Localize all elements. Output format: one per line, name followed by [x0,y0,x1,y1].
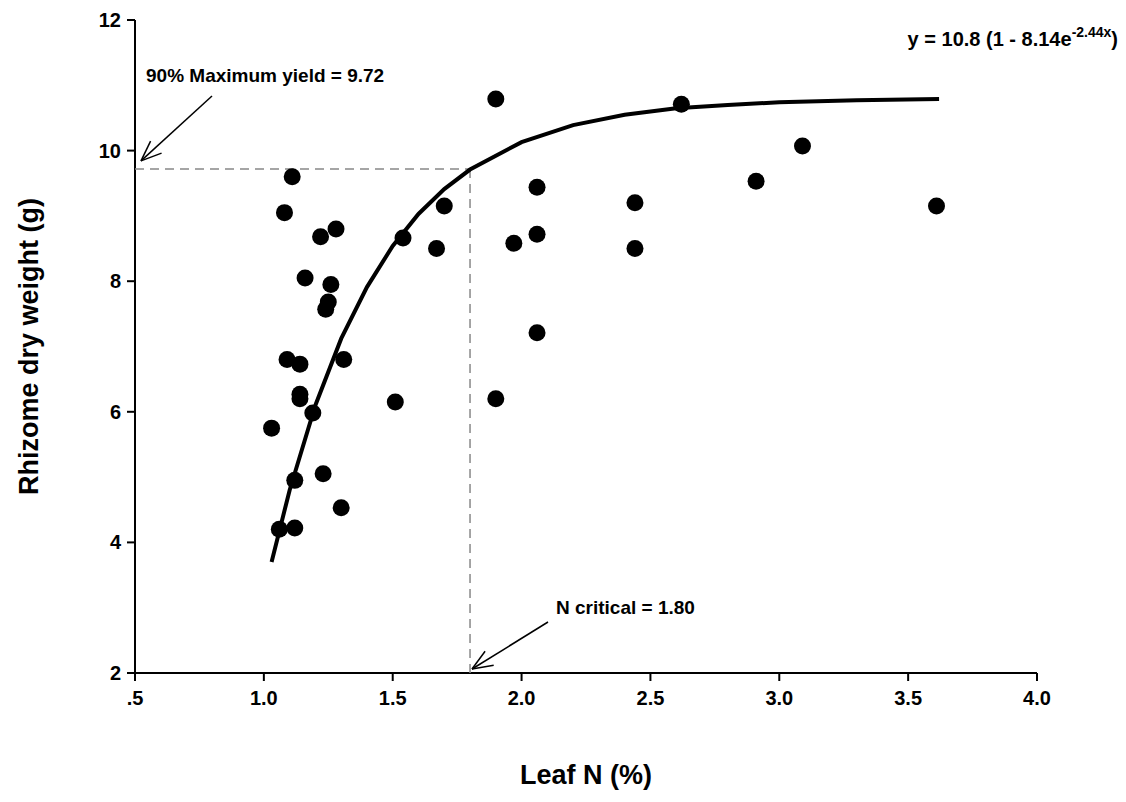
x-tick [778,673,780,681]
y-tick [127,150,135,152]
annotation-arrow [141,96,212,161]
y-axis [134,20,136,673]
point [286,520,303,537]
point [315,465,332,482]
annotation: N critical = 1.80 [556,597,695,618]
annotation-arrowhead [472,651,485,669]
point [276,204,293,221]
x-tick [134,673,136,681]
y-tick-label: 4 [110,531,122,553]
point [297,269,314,286]
ref-line-h [135,168,470,170]
point [291,386,308,403]
point [529,179,546,196]
y-tick [127,411,135,413]
point [436,198,453,215]
x-tick [263,673,265,681]
y-tick-label: 8 [110,270,121,292]
point [529,324,546,341]
marks [263,91,945,562]
y-tick-label: 6 [110,401,121,423]
x-tick [907,673,909,681]
y-tick-label: 2 [110,662,121,684]
point [626,194,643,211]
point [328,220,345,237]
point [333,499,350,516]
x-tick-label: 3.0 [765,687,793,709]
point [335,351,352,368]
y-tick [127,19,135,21]
point [529,226,546,243]
x-tick-label: 2.0 [508,687,536,709]
annotation: 90% Maximum yield = 9.72 [146,65,384,86]
x-tick-label: 1.5 [379,687,407,709]
y-axis-title: Rhizome dry weight (g) [14,198,44,495]
fit-curve [272,99,939,562]
point [312,228,329,245]
annotation-arrowhead [141,141,151,161]
equation-text: y = 10.8 (1 - 8.14e [908,28,1072,50]
x-tick-label: 3.5 [894,687,922,709]
x-tick [392,673,394,681]
x-tick-label: .5 [127,687,144,709]
point [928,198,945,215]
point [748,173,765,190]
point [794,138,811,155]
y-tick [127,280,135,282]
x-axis-title: Leaf N (%) [520,760,652,790]
point [428,240,445,257]
point [487,91,504,108]
y-tick-label: 12 [99,9,121,31]
annotation-arrow [472,622,548,669]
point [505,235,522,252]
point [291,356,308,373]
equation-suffix: ) [1111,28,1118,50]
y-tick [127,541,135,543]
point [320,294,337,311]
y-tick [127,672,135,674]
x-tick-label: 4.0 [1023,687,1051,709]
point [284,168,301,185]
x-tick [649,673,651,681]
chart: 2 4 6 8 10 12 .5 1.0 1.5 2.0 2.5 3.0 3.5 4.0 Leaf N (%… [0,0,1126,802]
point [263,420,280,437]
x-axis [135,672,1037,674]
equation: y = 10.8 (1 - 8.14e-2.44x) [908,24,1118,50]
y-tick-label: 10 [99,140,121,162]
point [487,390,504,407]
x-tick [1036,673,1038,681]
equation-superscript: -2.44x [1072,24,1112,40]
x-tick-label: 1.0 [250,687,278,709]
point [387,394,404,411]
x-tick-label: 2.5 [637,687,665,709]
x-tick [521,673,523,681]
ref-line-v [469,169,471,673]
point [322,276,339,293]
point [626,240,643,257]
